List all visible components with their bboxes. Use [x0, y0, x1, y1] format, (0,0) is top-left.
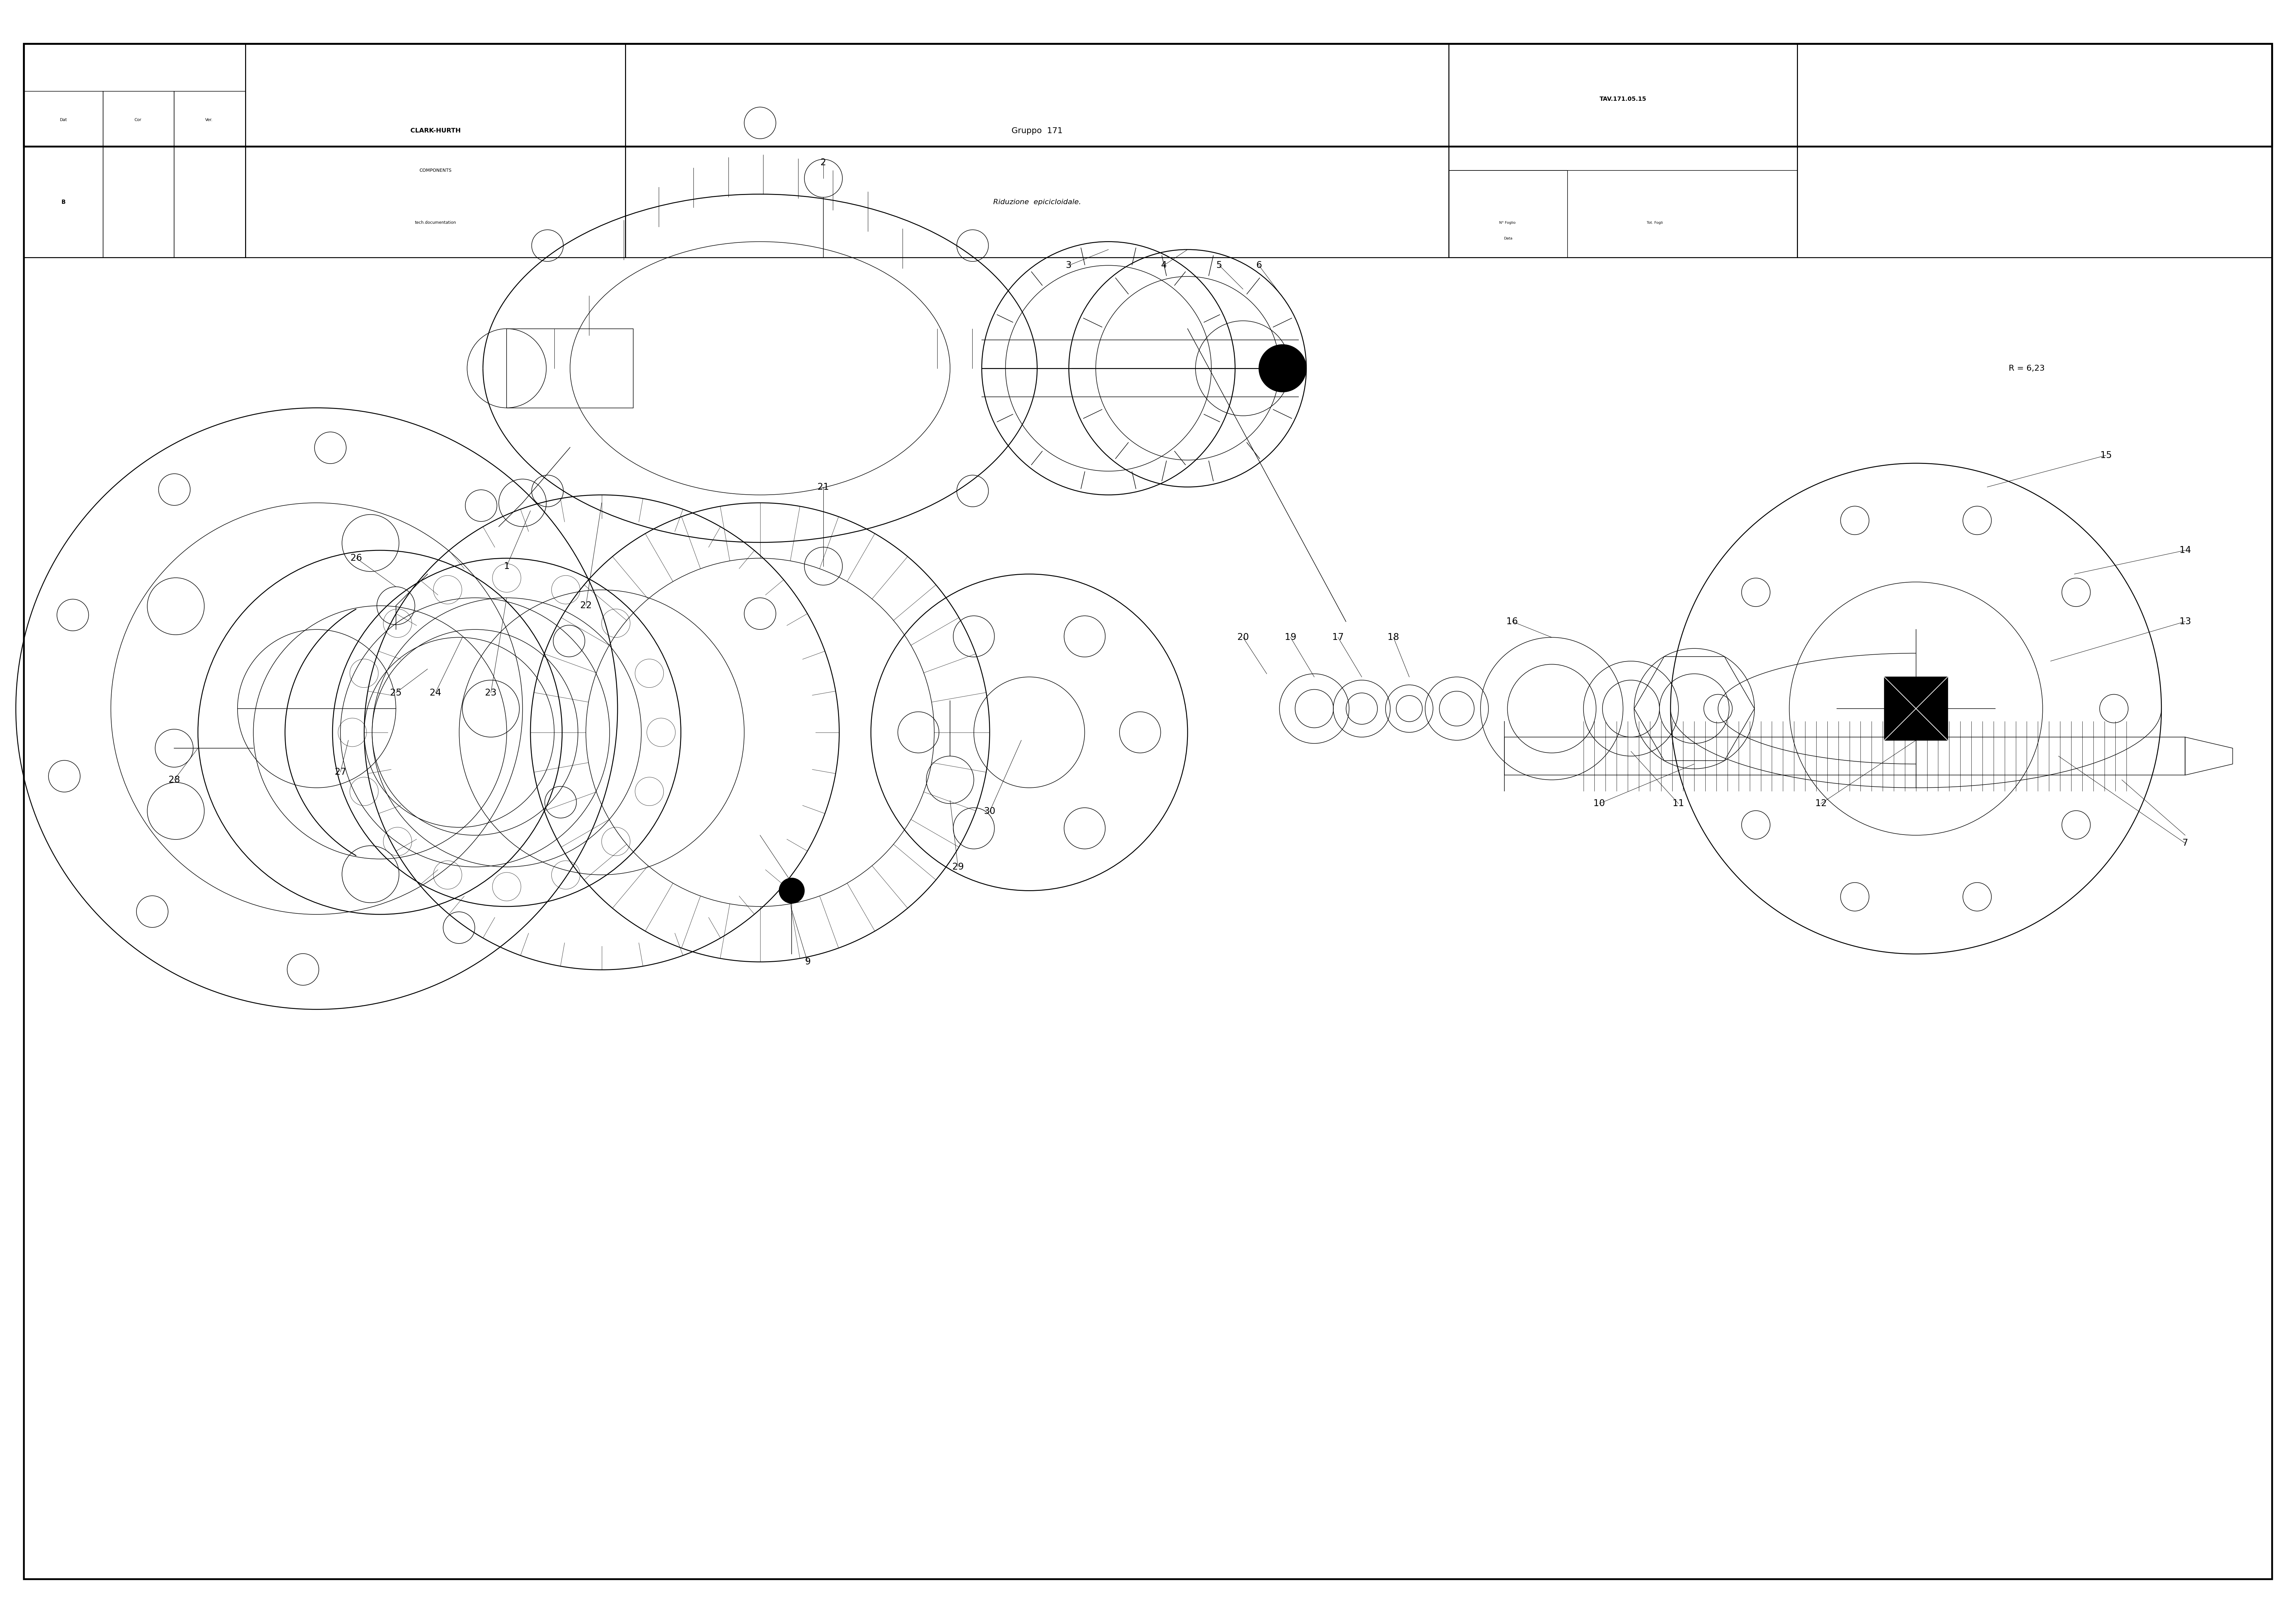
Text: 16: 16: [1506, 617, 1518, 626]
Text: 19: 19: [1286, 633, 1297, 643]
Text: R = 6,23: R = 6,23: [2009, 364, 2046, 372]
Text: 25: 25: [390, 688, 402, 698]
Text: tech.documentation: tech.documentation: [416, 221, 457, 224]
Text: 30: 30: [985, 807, 996, 816]
Bar: [1449, 170, 1798, 258]
Text: 8: 8: [790, 878, 794, 888]
Bar: [507, 329, 634, 407]
Text: Gruppo  171: Gruppo 171: [1013, 127, 1063, 135]
Bar: [23, 91, 103, 146]
Text: 23: 23: [484, 688, 496, 698]
Circle shape: [778, 878, 804, 904]
Text: 9: 9: [804, 958, 810, 966]
Bar: [23, 44, 2273, 146]
Text: 12: 12: [1816, 799, 1828, 808]
Text: 5: 5: [1217, 261, 1221, 269]
Text: 22: 22: [581, 601, 592, 610]
Text: 7: 7: [2181, 839, 2188, 847]
Bar: [246, 44, 625, 258]
Text: N° Foglio: N° Foglio: [1499, 221, 1515, 224]
Text: 20: 20: [1238, 633, 1249, 643]
Text: 15: 15: [2101, 451, 2112, 459]
Text: 4: 4: [1162, 261, 1166, 269]
Text: B: B: [62, 200, 64, 204]
Text: COMPONENTS: COMPONENTS: [420, 169, 452, 172]
Text: Tot. Fogli: Tot. Fogli: [1646, 221, 1662, 224]
Text: 10: 10: [1593, 799, 1605, 808]
Bar: [625, 44, 1449, 258]
Text: Data: Data: [1504, 237, 1513, 240]
Text: 18: 18: [1387, 633, 1398, 643]
Polygon shape: [2186, 737, 2232, 776]
Text: 1: 1: [503, 562, 510, 571]
Text: 11: 11: [1674, 799, 1685, 808]
Bar: [174, 91, 246, 146]
Bar: [174, 146, 246, 258]
Text: 13: 13: [2179, 617, 2190, 626]
Bar: [1885, 677, 1947, 740]
Bar: [1504, 737, 2186, 776]
Text: 29: 29: [953, 862, 964, 872]
Bar: [23, 44, 246, 258]
Text: 26: 26: [351, 553, 363, 563]
Bar: [103, 91, 174, 146]
Text: 24: 24: [429, 688, 441, 698]
Text: 2: 2: [820, 157, 827, 167]
Text: 28: 28: [168, 776, 179, 784]
Text: 6: 6: [1256, 261, 1263, 269]
Text: 27: 27: [335, 768, 347, 776]
Text: Dat: Dat: [60, 117, 67, 122]
Text: 17: 17: [1332, 633, 1343, 643]
Text: Cor: Cor: [133, 117, 142, 122]
Text: Ver.: Ver.: [204, 117, 214, 122]
Text: 14: 14: [2179, 545, 2190, 555]
Bar: [103, 146, 174, 258]
Text: TAV.171.05.15: TAV.171.05.15: [1600, 96, 1646, 102]
Text: 3: 3: [1065, 261, 1072, 269]
Bar: [23, 146, 103, 258]
Bar: [1798, 44, 2273, 258]
Circle shape: [1258, 344, 1306, 393]
Text: CLARK-HURTH: CLARK-HURTH: [411, 128, 461, 135]
Bar: [1449, 44, 1798, 258]
Bar: [1449, 170, 1568, 258]
Text: 21: 21: [817, 482, 829, 492]
Text: Riduzione  epicicloidale.: Riduzione epicicloidale.: [994, 198, 1081, 206]
